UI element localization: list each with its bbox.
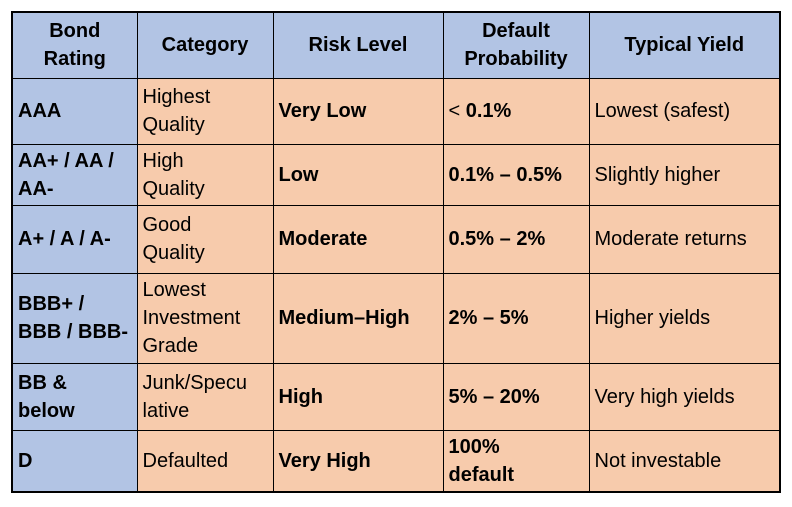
risk-level-cell: Medium–High bbox=[272, 272, 444, 364]
typical-yield-cell: Very high yields bbox=[588, 362, 781, 431]
default-probability-value: 0.1% – 0.5% bbox=[448, 163, 562, 186]
table-row-d: D Defaulted Very High 100% default Not i… bbox=[11, 429, 781, 492]
table-row-bbb: BBB+ / BBB / BBB- Lowest Investment Grad… bbox=[11, 272, 781, 364]
category-cell: High Quality bbox=[136, 143, 274, 206]
table-row-aa: AA+ / AA / AA- High Quality Low 0.1% – 0… bbox=[11, 143, 781, 206]
header-bond-rating: Bond Rating bbox=[11, 11, 138, 79]
table-row-aaa: AAA Highest Quality Very Low < 0.1% Lowe… bbox=[11, 77, 781, 145]
category-cell: Lowest Investment Grade bbox=[136, 272, 274, 364]
risk-level-cell: Low bbox=[272, 143, 444, 206]
risk-level-cell: Very High bbox=[272, 429, 444, 492]
default-probability-value: 0.5% – 2% bbox=[448, 228, 546, 250]
default-probability-value: 0.1% bbox=[465, 100, 512, 122]
risk-level-cell: Very Low bbox=[272, 77, 444, 145]
category-cell: Defaulted bbox=[136, 429, 274, 492]
header-category: Category bbox=[136, 11, 274, 79]
header-typical-yield: Typical Yield bbox=[588, 11, 781, 79]
rating-cell: A+ / A / A- bbox=[11, 204, 138, 274]
default-probability-cell: 5% – 20% bbox=[442, 362, 590, 431]
header-risk-level: Risk Level bbox=[272, 11, 444, 79]
typical-yield-cell: Moderate returns bbox=[588, 204, 781, 274]
default-probability-cell: 100% default bbox=[442, 429, 590, 492]
bond-rating-table: Bond Rating Category Risk Level Default … bbox=[11, 11, 781, 493]
rating-cell: BB & below bbox=[11, 362, 138, 431]
typical-yield-cell: Higher yields bbox=[588, 272, 781, 364]
default-probability-cell: < 0.1% bbox=[442, 77, 590, 145]
default-probability-cell: 2% – 5% bbox=[442, 272, 590, 364]
rating-cell: AA+ / AA / AA- bbox=[11, 143, 138, 206]
default-probability-prefix: < bbox=[448, 100, 466, 122]
header-default-probability: Default Probability bbox=[442, 11, 590, 79]
table-row-a: A+ / A / A- Good Quality Moderate 0.5% –… bbox=[11, 204, 781, 274]
typical-yield-cell: Not investable bbox=[588, 429, 781, 492]
default-probability-value: 100% default bbox=[448, 435, 515, 486]
default-probability-cell: 0.5% – 2% bbox=[442, 204, 590, 274]
category-cell: Junk/Specu lative bbox=[136, 362, 274, 431]
typical-yield-cell: Slightly higher bbox=[588, 143, 781, 206]
rating-cell: BBB+ / BBB / BBB- bbox=[11, 272, 138, 364]
default-probability-value: 2% – 5% bbox=[448, 307, 529, 329]
rating-cell: D bbox=[11, 429, 138, 492]
default-probability-value: 5% – 20% bbox=[448, 385, 540, 408]
header-row: Bond Rating Category Risk Level Default … bbox=[11, 11, 781, 79]
default-probability-cell: 0.1% – 0.5% bbox=[442, 143, 590, 206]
risk-level-cell: High bbox=[272, 362, 444, 431]
risk-level-cell: Moderate bbox=[272, 204, 444, 274]
table-row-bb: BB & below Junk/Specu lative High 5% – 2… bbox=[11, 362, 781, 431]
category-cell: Good Quality bbox=[136, 204, 274, 274]
rating-cell: AAA bbox=[11, 77, 138, 145]
typical-yield-cell: Lowest (safest) bbox=[588, 77, 781, 145]
category-cell: Highest Quality bbox=[136, 77, 274, 145]
